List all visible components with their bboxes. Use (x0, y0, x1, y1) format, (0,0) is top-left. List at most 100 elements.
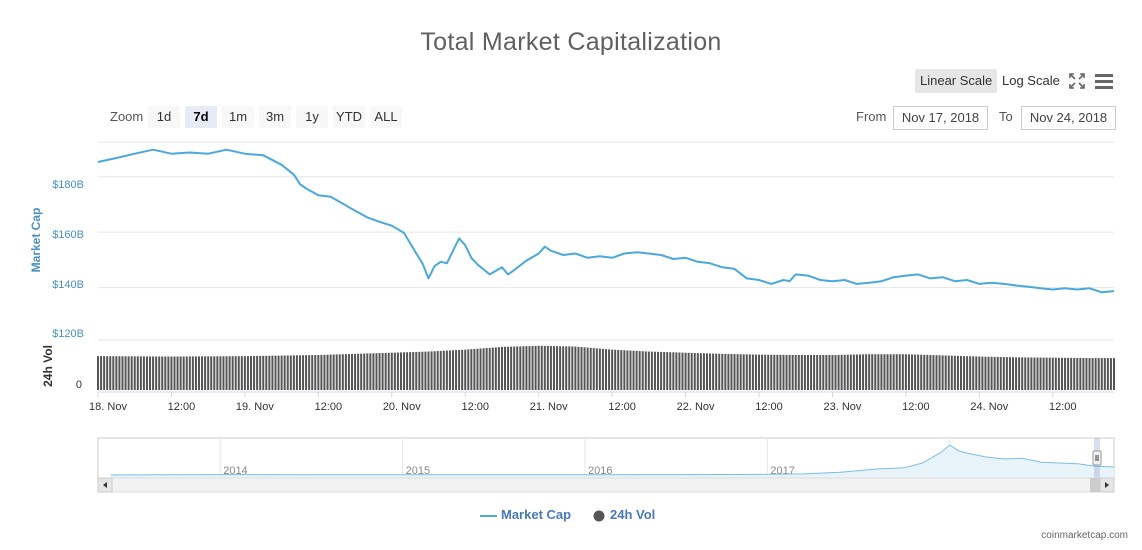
volume-bar (559, 346, 562, 390)
volume-bar (311, 355, 314, 390)
legend-market-cap-label: Market Cap (501, 507, 572, 522)
volume-bar (289, 355, 292, 390)
navigator-year-label: 2014 (223, 465, 247, 477)
volume-bar (259, 355, 262, 390)
volume-bar (950, 355, 953, 390)
volume-bar (470, 349, 473, 390)
navigator[interactable]: 20142015201620172018 (97, 437, 1115, 493)
volume-bar (326, 354, 329, 390)
volume-bar (782, 354, 785, 390)
x-tick-label: 21. Nov (530, 401, 568, 413)
x-tick-label: 12:00 (315, 401, 343, 413)
log-scale-button[interactable]: Log Scale (1002, 73, 1060, 88)
zoom-1y-button[interactable]: 1y (296, 106, 328, 128)
volume-bar (828, 355, 831, 390)
volume-bar (161, 356, 164, 390)
zoom-ytd-button[interactable]: YTD (333, 106, 365, 128)
volume-bar (666, 352, 669, 390)
linear-scale-button[interactable]: Linear Scale (915, 69, 998, 93)
volume-bar (320, 354, 323, 390)
zoom-7d-button[interactable]: 7d (185, 106, 217, 128)
volume-bar (580, 347, 583, 390)
volume-bar (516, 346, 519, 390)
legend-24h-vol[interactable]: 24h Vol (593, 507, 655, 522)
hamburger-menu-icon[interactable] (1094, 72, 1114, 90)
volume-bar (393, 352, 396, 390)
volume-bar (1012, 357, 1015, 390)
volume-bar (112, 356, 115, 390)
volume-bar (118, 356, 121, 390)
volume-tick-label: 0 (76, 379, 82, 391)
volume-bar (577, 346, 580, 390)
volume-bar (727, 353, 730, 390)
volume-bar (981, 356, 984, 390)
volume-bar (329, 354, 332, 390)
volume-bar (253, 356, 256, 390)
volume-bar (846, 354, 849, 390)
x-tick-label: 12:00 (608, 401, 636, 413)
volume-bar (1033, 357, 1036, 390)
zoom-all-button[interactable]: ALL (370, 106, 402, 128)
volume-bar (623, 350, 626, 390)
navigator-line (110, 444, 1115, 476)
from-date-input[interactable] (893, 106, 988, 130)
volume-bar (1088, 358, 1091, 390)
volume-bar (1064, 357, 1067, 390)
volume-bar (840, 354, 843, 390)
volume-bar (464, 349, 467, 390)
volume-bar (338, 354, 341, 390)
volume-bar (387, 352, 390, 390)
volume-bar (283, 355, 286, 390)
volume-bar (999, 356, 1002, 390)
legend-market-cap[interactable]: Market Cap (480, 507, 571, 522)
volume-bar (1048, 357, 1051, 390)
volume-bar (231, 356, 234, 390)
volume-bar (390, 352, 393, 390)
volume-bar (657, 351, 660, 390)
volume-bar (476, 348, 479, 390)
volume-bar (675, 352, 678, 390)
volume-bar (626, 350, 629, 390)
volume-bar (568, 346, 571, 390)
volume-bar (562, 346, 565, 390)
volume-bar (1002, 357, 1005, 390)
volume-bar (923, 354, 926, 390)
volume-bar (993, 356, 996, 390)
volume-bar (298, 355, 301, 390)
zoom-3m-button[interactable]: 3m (259, 106, 291, 128)
volume-bar (862, 354, 865, 390)
volume-bar (837, 354, 840, 390)
volume-bar (785, 354, 788, 390)
x-tick-label: 12:00 (168, 401, 196, 413)
volume-bar (1091, 358, 1094, 390)
volume-bar (959, 355, 962, 390)
volume-bar (194, 356, 197, 390)
x-tick-label: 22. Nov (677, 401, 715, 413)
volume-bar (173, 356, 176, 390)
volume-bar (552, 346, 555, 390)
volume-bar (378, 353, 381, 390)
volume-bar (1054, 357, 1057, 390)
fullscreen-icon[interactable] (1068, 72, 1086, 90)
volume-bar (813, 355, 816, 390)
volume-bar (274, 355, 277, 390)
volume-bar (1060, 357, 1063, 390)
x-tick-label: 12:00 (902, 401, 930, 413)
volume-bar (262, 355, 265, 390)
volume-bar (944, 355, 947, 390)
volume-bar (179, 356, 182, 390)
zoom-1m-button[interactable]: 1m (222, 106, 254, 128)
volume-bar (384, 352, 387, 390)
volume-bar (831, 355, 834, 390)
zoom-1d-button[interactable]: 1d (148, 106, 180, 128)
volume-bar (761, 354, 764, 390)
volume-bar (170, 356, 173, 390)
volume-bar (907, 354, 910, 390)
volume-bar (797, 355, 800, 390)
volume-bar (1015, 357, 1018, 390)
to-date-input[interactable] (1021, 106, 1116, 130)
credit-link[interactable]: coinmarketcap.com (1041, 530, 1128, 541)
volume-bar (779, 354, 782, 390)
volume-bar (855, 354, 858, 390)
